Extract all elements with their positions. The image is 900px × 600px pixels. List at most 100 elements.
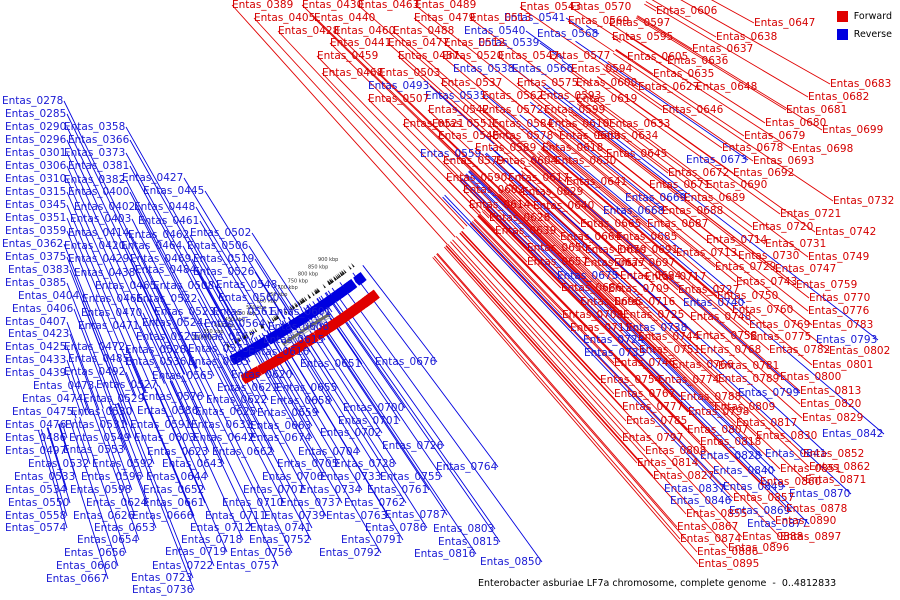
forward-gene-label[interactable]: Entas_0867 [677,521,738,533]
reverse-gene-label[interactable]: Entas_0762 [344,497,405,509]
reverse-gene-label[interactable]: Entas_0465 [95,280,156,292]
forward-gene-label[interactable]: Entas_0774 [658,374,720,386]
forward-gene-label[interactable]: Entas_0665 [580,218,641,230]
forward-gene-label[interactable]: Entas_0638 [716,31,777,43]
reverse-gene-label[interactable]: Entas_0815 [438,536,499,548]
forward-gene-label[interactable]: Entas_0479 [414,12,475,24]
reverse-gene-label[interactable]: Entas_0675 [557,270,618,282]
reverse-gene-label[interactable]: Entas_0462 [128,229,189,241]
reverse-gene-label[interactable]: Entas_0849 [723,481,784,493]
forward-gene-label[interactable]: Entas_0584 [492,118,554,130]
reverse-gene-label[interactable]: Entas_0427 [122,172,183,184]
reverse-gene-label[interactable]: Entas_0469 [130,253,191,265]
forward-gene-label[interactable]: Entas_0829 [802,412,863,424]
forward-gene-label[interactable]: Entas_0618 [542,142,603,154]
reverse-gene-label[interactable]: Entas_0522 [136,293,197,305]
reverse-gene-label[interactable]: Entas_0623 [147,446,208,458]
reverse-gene-label[interactable]: Entas_0576 [142,391,204,403]
reverse-gene-label[interactable]: Entas_0598 [70,484,131,496]
reverse-gene-label[interactable]: Entas_0651 [300,358,361,370]
reverse-gene-label[interactable]: Entas_0553 [63,444,124,456]
forward-gene-label[interactable]: Entas_0546 [438,130,500,142]
forward-gene-label[interactable]: Entas_0670 [585,244,646,256]
forward-gene-label[interactable]: Entas_0770 [809,292,870,304]
forward-gene-label[interactable]: Entas_0641 [566,176,627,188]
forward-gene-label[interactable]: Entas_0785 [626,415,687,427]
reverse-gene-label[interactable]: Entas_0803 [433,523,494,535]
reverse-gene-label[interactable]: Entas_0739 [264,510,325,522]
reverse-gene-label[interactable]: Entas_0676 [375,356,437,368]
forward-gene-label[interactable]: Entas_0855 [686,508,747,520]
reverse-gene-label[interactable]: Entas_0385 [5,277,66,289]
forward-gene-label[interactable]: Entas_0428 [278,25,339,37]
reverse-gene-label[interactable]: Entas_0712 [190,522,251,534]
forward-gene-label[interactable]: Entas_0699 [822,124,883,136]
forward-gene-label[interactable]: Entas_0820 [800,398,861,410]
reverse-gene-label[interactable]: Entas_0423 [8,328,69,340]
reverse-gene-label[interactable]: Entas_0674 [250,432,312,444]
forward-gene-label[interactable]: Entas_0808 [645,445,706,457]
forward-gene-label[interactable]: Entas_0562 [482,90,543,102]
reverse-gene-label[interactable]: Entas_0425 [5,341,66,353]
forward-gene-label[interactable]: Entas_0688 [662,205,723,217]
reverse-gene-label[interactable]: Entas_0558 [5,510,66,522]
reverse-gene-label[interactable]: Entas_0559 [420,148,481,160]
forward-gene-label[interactable]: Entas_0686 [561,282,623,294]
reverse-gene-label[interactable]: Entas_0285 [5,108,66,120]
forward-gene-label[interactable]: Entas_0727 [678,284,739,296]
forward-gene-label[interactable]: Entas_0513 [470,12,531,24]
reverse-gene-label[interactable]: Entas_0534 [5,484,67,496]
reverse-gene-label[interactable]: Entas_0660 [56,560,117,572]
forward-gene-label[interactable]: Entas_0572 [482,104,543,116]
reverse-gene-label[interactable]: Entas_0846 [670,495,732,507]
forward-gene-label[interactable]: Entas_0579 [443,155,504,167]
reverse-gene-label[interactable]: Entas_0474 [22,393,84,405]
forward-gene-label[interactable]: Entas_0886 [697,546,759,558]
reverse-gene-label[interactable]: Entas_0400 [68,186,129,198]
forward-gene-label[interactable]: Entas_0717 [645,271,706,283]
reverse-gene-label[interactable]: Entas_0616 [248,346,310,358]
forward-gene-label[interactable]: Entas_0637 [692,43,753,55]
reverse-gene-label[interactable]: Entas_0707 [243,484,304,496]
reverse-gene-label[interactable]: Entas_0728 [334,458,395,470]
forward-gene-label[interactable]: Entas_0503 [379,67,440,79]
forward-gene-label[interactable]: Entas_0874 [680,533,742,545]
reverse-gene-label[interactable]: Entas_0659 [257,407,318,419]
forward-gene-label[interactable]: Entas_0766 [672,359,734,371]
forward-gene-label[interactable]: Entas_0862 [809,461,870,473]
reverse-gene-label[interactable]: Entas_0373 [64,147,125,159]
forward-gene-label[interactable]: Entas_0750 [717,290,778,302]
forward-gene-label[interactable]: Entas_0460 [334,25,395,37]
forward-gene-label[interactable]: Entas_0759 [796,279,857,291]
reverse-gene-label[interactable]: Entas_0653 [94,522,155,534]
reverse-gene-label[interactable]: Entas_0757 [216,560,277,572]
reverse-gene-label[interactable]: Entas_0662 [212,446,273,458]
reverse-gene-label[interactable]: Entas_0585 [188,356,249,368]
reverse-gene-label[interactable]: Entas_0574 [5,522,67,534]
forward-gene-label[interactable]: Entas_0760 [732,304,793,316]
forward-gene-label[interactable]: Entas_0682 [808,91,869,103]
forward-gene-label[interactable]: Entas_0725 [623,309,684,321]
reverse-gene-label[interactable]: Entas_0626 [73,510,135,522]
reverse-gene-label[interactable]: Entas_0761 [367,484,428,496]
reverse-gene-label[interactable]: Entas_0837 [664,483,725,495]
reverse-gene-label[interactable]: Entas_0471 [78,320,139,332]
reverse-gene-label[interactable]: Entas_0625 [195,406,256,418]
reverse-gene-label[interactable]: Entas_0550 [8,497,69,509]
reverse-gene-label[interactable]: Entas_0752 [249,534,310,546]
forward-gene-label[interactable]: Entas_0405 [254,12,315,24]
reverse-gene-label[interactable]: Entas_0523 [154,306,215,318]
reverse-gene-label[interactable]: Entas_0497 [5,445,66,457]
reverse-gene-label[interactable]: Entas_0492 [64,366,125,378]
forward-gene-label[interactable]: Entas_0575 [517,77,578,89]
forward-gene-label[interactable]: Entas_0797 [622,432,683,444]
reverse-gene-label[interactable]: Entas_0406 [12,303,74,315]
reverse-gene-label[interactable]: Entas_0310 [5,173,66,185]
reverse-gene-label[interactable]: Entas_0532 [28,458,89,470]
reverse-gene-label[interactable]: Entas_0631 [191,419,252,431]
forward-gene-label[interactable]: Entas_0599 [544,104,605,116]
reverse-gene-label[interactable]: Entas_0799 [738,387,799,399]
reverse-gene-label[interactable]: Entas_0439 [5,367,66,379]
reverse-gene-label[interactable]: Entas_0652 [143,484,204,496]
forward-gene-label[interactable]: Entas_0751 [639,344,700,356]
